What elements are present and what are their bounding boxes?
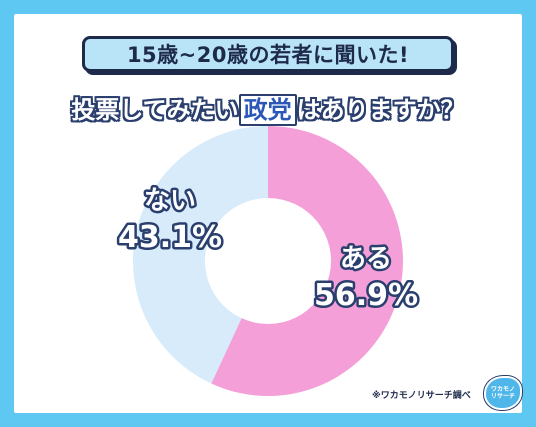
question-title: 投票してみたい 政党 はありますか？ — [0, 90, 536, 126]
source-note: ※ワカモノリサーチ調べ — [372, 391, 471, 401]
question-highlight: 政党 — [238, 94, 297, 126]
slice-label-1: ある — [340, 244, 392, 274]
logo-line-1: ワカモノ — [490, 386, 515, 393]
donut-slice-1 — [211, 126, 403, 397]
slice-value-label-2: 43.1% — [118, 220, 222, 255]
donut-slices — [132, 126, 403, 397]
donut-labels: ある 56.9% ない 43.1% — [115, 184, 420, 316]
wakamono-research-logo: ワカモノ リサーチ — [484, 376, 522, 410]
slice-value-label-1: 56.9% — [314, 278, 418, 313]
survey-banner: 15歳~20歳の若者に聞いた! — [82, 36, 454, 72]
banner-text: 15歳~20歳の若者に聞いた! — [126, 43, 410, 67]
slice-label-2: ない — [144, 186, 196, 216]
question-pre: 投票してみたい — [71, 96, 239, 124]
question-post: はありますか？ — [296, 96, 465, 124]
logo-line-2: リサーチ — [490, 393, 515, 400]
donut-slice-2 — [132, 126, 268, 384]
